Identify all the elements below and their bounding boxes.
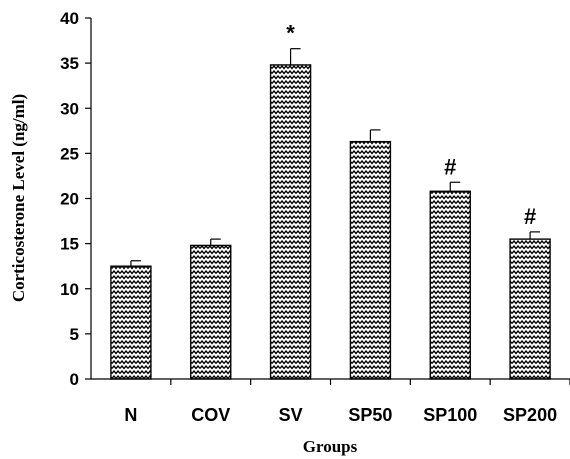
category-label-n: N xyxy=(124,405,137,425)
y-tick-label: 25 xyxy=(60,144,79,163)
y-tick-label: 30 xyxy=(60,99,79,118)
y-tick-label: 5 xyxy=(70,325,79,344)
axes-group xyxy=(90,18,570,380)
category-label-sp200: SP200 xyxy=(503,405,557,425)
category-label-cov: COV xyxy=(191,405,230,425)
bar-sv xyxy=(269,64,312,380)
significance-marker-sp200: # xyxy=(524,204,536,229)
y-tick-label: 0 xyxy=(70,370,79,389)
bar-sp50 xyxy=(349,140,392,380)
y-tick-label: 35 xyxy=(60,54,79,73)
y-axis-title: Corticosterone Level (ng/ml) xyxy=(9,94,28,302)
category-label-sp100: SP100 xyxy=(423,405,477,425)
bars-group: * # # xyxy=(110,21,551,380)
y-tick-label: 10 xyxy=(60,280,79,299)
y-tick-label: 15 xyxy=(60,235,79,254)
significance-marker-sp100: # xyxy=(444,154,456,179)
bar-sp200 xyxy=(509,238,551,380)
significance-marker-sv: * xyxy=(286,21,295,46)
y-tick-label: 20 xyxy=(60,190,79,209)
category-label-sv: SV xyxy=(279,405,303,425)
x-categories-group: N COV SV SP50 SP100 SP200 xyxy=(124,379,570,425)
bar-n xyxy=(110,265,152,380)
bar-cov xyxy=(190,244,232,380)
y-tick-label: 40 xyxy=(60,9,79,28)
category-label-sp50: SP50 xyxy=(348,405,392,425)
bar-sp100 xyxy=(429,190,471,380)
x-axis-title: Groups xyxy=(303,437,358,456)
y-ticks-group: 0 5 10 15 20 25 30 35 40 xyxy=(60,9,91,389)
